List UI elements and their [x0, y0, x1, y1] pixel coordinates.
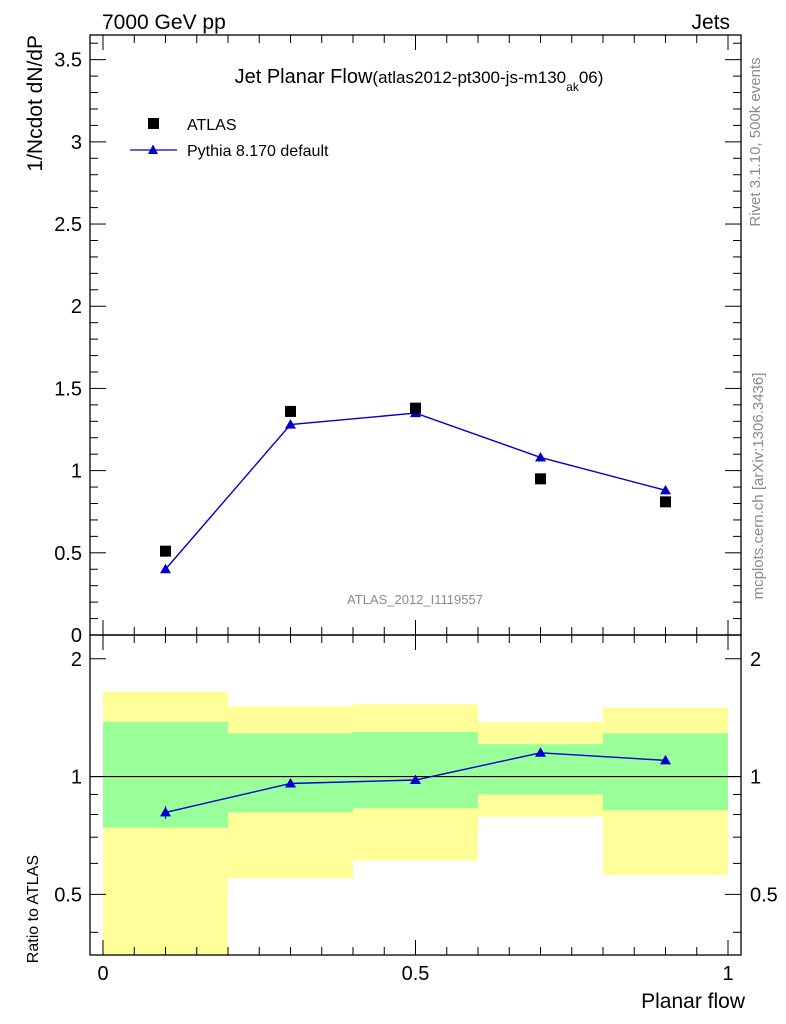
ratio-y-tick-label-left: 0.5	[54, 884, 82, 906]
data-marks	[160, 402, 671, 819]
atlas-point	[160, 545, 171, 557]
main-y-tick-label: 1.5	[54, 378, 82, 400]
ratio-point	[160, 806, 171, 817]
main-y-tick-label: 2	[71, 296, 82, 318]
ratio-point	[535, 747, 546, 757]
legend-pythia-label: Pythia 8.170 default	[187, 143, 329, 160]
atlas-point	[535, 473, 546, 485]
x-tick-label: 0.5	[402, 963, 430, 985]
chart-title: Jet Planar Flow(atlas2012-pt300-js-m130a…	[235, 66, 604, 94]
ratio-y-tick-label-right: 0.5	[750, 884, 778, 906]
atlas-point	[410, 402, 421, 414]
main-y-tick-label: 0.5	[54, 543, 82, 565]
ratio-point	[410, 774, 421, 784]
ratio-uncertainty-bands	[103, 691, 728, 955]
title-suffix: (atlas2012-pt300-js-m130	[372, 68, 566, 87]
pythia-point	[160, 563, 171, 574]
ratio-y-tick-label-right: 1	[750, 767, 761, 789]
x-tick-label: 1	[722, 963, 733, 985]
main-y-tick-label: 3	[71, 132, 82, 154]
ratio-y-tick-label-left: 1	[71, 767, 82, 789]
axes: 0 0.5 1 0 0.5 1 1.5 2 2.5 3 3.5 0.5 0.5 1 1 2 2	[54, 34, 778, 985]
mcplots-label: mcplots.cern.ch [arXiv:1306.3436]	[750, 373, 767, 600]
ratio-point	[660, 754, 671, 765]
header-left: 7000 GeV pp	[102, 11, 226, 34]
pythia-point	[285, 419, 296, 429]
x-tick-label: 0	[97, 963, 108, 985]
main-y-tick-label: 0	[71, 625, 82, 647]
title-suffix-end: 06)	[579, 68, 604, 87]
ratio-y-tick-label-left: 2	[71, 649, 82, 671]
title-main: Jet Planar Flow	[235, 66, 373, 88]
analysis-watermark: ATLAS_2012_I1119557	[347, 592, 483, 607]
main-y-tick-label: 2.5	[54, 214, 82, 236]
pythia-line	[164, 412, 666, 570]
ratio-band-green-4	[603, 733, 728, 811]
pythia-point	[535, 451, 546, 462]
legend-atlas-marker	[148, 118, 159, 129]
pythia-point	[660, 484, 671, 495]
main-y-tick-label: 3.5	[54, 50, 82, 72]
ratio-point	[285, 778, 296, 788]
ratio-band-green-2	[353, 731, 478, 809]
ratio-y-tick-label-right: 2	[750, 649, 761, 671]
legend-atlas-label: ATLAS	[187, 117, 237, 134]
main-y-tick-label: 1	[71, 461, 82, 483]
rivet-label: Rivet 3.1.10, 500k events	[747, 57, 764, 226]
legend-pythia-marker	[148, 144, 158, 154]
header-right: Jets	[691, 11, 730, 34]
ratio-band-green-1	[228, 733, 353, 813]
x-axis-label: Planar flow	[641, 990, 746, 1013]
title-subscript: ak	[566, 80, 580, 94]
atlas-point	[660, 496, 671, 508]
atlas-point	[285, 405, 296, 417]
main-y-axis-label: 1/Ncdot dN/dP	[24, 35, 47, 172]
ratio-y-axis-label: Ratio to ATLAS	[25, 855, 42, 963]
